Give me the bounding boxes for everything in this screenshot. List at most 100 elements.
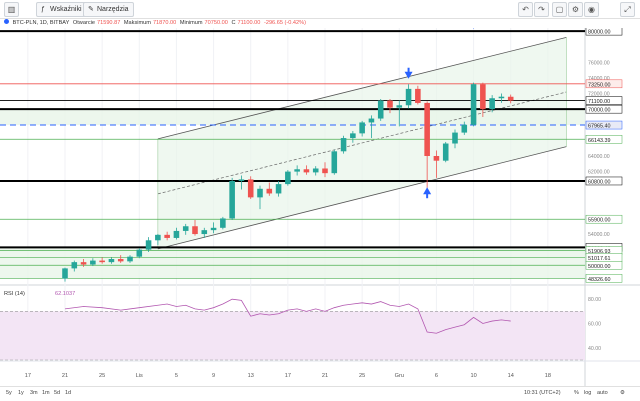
candle-body[interactable] — [247, 179, 254, 198]
candle-body[interactable] — [62, 268, 68, 279]
candle-body[interactable] — [136, 249, 143, 257]
candle-body[interactable] — [452, 132, 458, 144]
candle-body[interactable] — [210, 227, 217, 231]
percent-toggle[interactable]: % — [574, 390, 579, 396]
candle-body[interactable] — [164, 234, 170, 238]
log-toggle[interactable]: log — [584, 390, 592, 396]
rsi-tick-label: 60.00 — [588, 322, 601, 328]
close-label: C — [231, 20, 236, 26]
candle-body[interactable] — [108, 259, 115, 263]
pencil-icon: ✎ — [88, 6, 94, 13]
candle-body[interactable] — [266, 188, 273, 194]
candle-body[interactable] — [257, 188, 263, 198]
price-tick-label: 64000.00 — [588, 154, 610, 160]
arrow-down-icon — [473, 28, 475, 29]
candle-body[interactable] — [480, 84, 486, 110]
auto-toggle[interactable]: auto — [597, 390, 608, 396]
candle-body[interactable] — [312, 168, 319, 173]
candle-body[interactable] — [275, 184, 282, 194]
candle-body[interactable] — [489, 98, 495, 110]
indicators-button[interactable]: ƒ Wskaźniki — [36, 2, 87, 17]
candle-body[interactable] — [192, 226, 198, 235]
candle-body[interactable] — [80, 262, 87, 265]
level-label-box — [585, 261, 623, 270]
level-label-box — [585, 96, 623, 105]
time-tick-label: 17 — [25, 373, 31, 379]
maximize-icon[interactable]: ▢ — [552, 2, 567, 17]
channel-lower-line — [157, 146, 567, 250]
bar-chart-icon[interactable]: ▥ — [4, 2, 19, 17]
time-tick-label: 25 — [359, 373, 365, 379]
candle-body[interactable] — [359, 122, 365, 134]
settings-icon[interactable]: ⚙ — [568, 2, 583, 17]
fullscreen-icon[interactable]: ⤢ — [620, 2, 635, 17]
range-1m[interactable]: 1m — [42, 390, 50, 396]
level-label-box — [585, 135, 623, 144]
candle-body[interactable] — [220, 218, 226, 228]
candle-body[interactable] — [229, 180, 235, 219]
candle-body[interactable] — [303, 169, 310, 173]
candle-body[interactable] — [433, 156, 440, 161]
candle-body[interactable] — [294, 169, 300, 172]
candle-body[interactable] — [415, 88, 421, 103]
price-chart[interactable]: RSI (14) 62.1037 80000.00 76000.00 74000.00… — [0, 28, 640, 386]
level-price-label: 60800.00 — [588, 179, 610, 185]
candle-body[interactable] — [285, 171, 291, 185]
time-tick-label: Lis — [136, 373, 143, 379]
undo-icon[interactable]: ↶ — [518, 2, 533, 17]
time-tick-label: 13 — [248, 373, 254, 379]
level-label-box — [585, 120, 623, 130]
level-label-box — [585, 214, 623, 224]
candle-body[interactable] — [387, 100, 393, 108]
candle-body[interactable] — [173, 230, 180, 238]
high-value: 71870.00 — [152, 20, 177, 26]
candle-body[interactable] — [127, 256, 133, 262]
open-value: 71590.87 — [96, 20, 121, 26]
price-tick-label: 62000.00 — [588, 170, 610, 176]
candle-body[interactable] — [350, 133, 356, 139]
candle-body[interactable] — [201, 230, 208, 235]
indicators-icon: ƒ — [41, 6, 45, 13]
candle-body[interactable] — [461, 124, 468, 133]
candle-body[interactable] — [238, 179, 245, 181]
candle-body[interactable] — [368, 118, 375, 123]
candle-body[interactable] — [424, 102, 430, 156]
tools-button[interactable]: ✎ Narzędzia — [83, 2, 134, 17]
range-3m[interactable]: 3m — [30, 390, 38, 396]
redo-icon[interactable]: ↷ — [534, 2, 549, 17]
clock-label: 10:31 (UTC+2) — [524, 390, 561, 396]
level-price-label: 50000.00 — [588, 264, 610, 270]
candle-body[interactable] — [155, 234, 161, 241]
candle-body[interactable] — [340, 138, 347, 152]
candle-body[interactable] — [71, 262, 78, 269]
ohlc-legend: BTC-PLN, 1D, BITBAY Otwarcie 71590.87 Mak… — [0, 19, 308, 28]
time-tick-label: 18 — [545, 373, 551, 379]
candle-body[interactable] — [470, 84, 477, 125]
candle-body[interactable] — [377, 100, 384, 119]
candle-body[interactable] — [99, 260, 105, 263]
candle-body[interactable] — [498, 96, 505, 99]
candle-body[interactable] — [442, 143, 449, 161]
bottom-settings-icon[interactable]: ⚙ — [620, 390, 625, 396]
level-price-label: 71100.00 — [588, 99, 610, 105]
candle-body[interactable] — [182, 226, 189, 231]
symbol-label: BTC-PLN, 1D, BITBAY — [12, 20, 70, 26]
candle-body[interactable] — [331, 151, 338, 174]
candle-body[interactable] — [117, 259, 124, 262]
range-1y[interactable]: 1y — [18, 390, 24, 396]
candle-body[interactable] — [90, 260, 96, 265]
candle-body[interactable] — [145, 240, 152, 250]
price-zone — [0, 247, 585, 279]
indicators-label: Wskaźniki — [50, 6, 82, 13]
level-price-label: 70000.00 — [588, 108, 610, 114]
camera-icon[interactable]: ◉ — [584, 2, 599, 17]
range-5d[interactable]: 5d — [54, 390, 61, 396]
range-5y[interactable]: 5y — [6, 390, 12, 396]
time-tick-label: Gru — [395, 373, 404, 379]
candle-body[interactable] — [507, 96, 514, 101]
candle-body[interactable] — [405, 88, 412, 106]
range-1d[interactable]: 1d — [65, 390, 72, 396]
candle-body[interactable] — [396, 105, 403, 108]
open-label: Otwarcie — [72, 20, 95, 26]
candle-body[interactable] — [322, 168, 328, 174]
